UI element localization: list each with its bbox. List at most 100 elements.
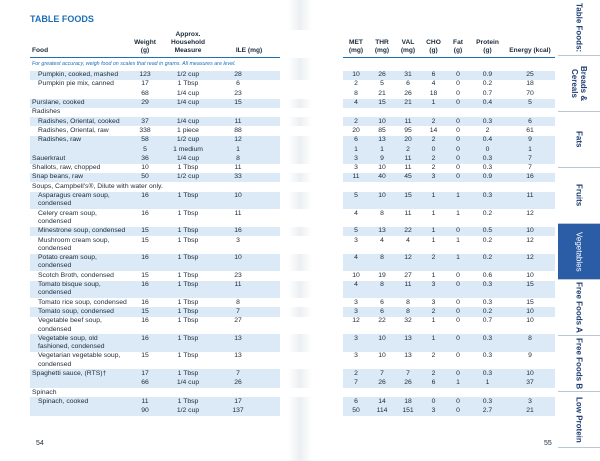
cell: 0.3: [470, 369, 505, 379]
table-row: Radishes, Oriental, cooked 37 1/4 cup 11 2 10…: [30, 117, 555, 127]
cell: 0.2: [482, 80, 493, 88]
note-row: For greatest accuracy, weigh food on sca…: [30, 58, 555, 71]
table-row: Radishes, Oriental, raw 338 1 piece 88 20 85 9…: [30, 126, 555, 136]
cell: 85: [378, 126, 386, 134]
cell: 0.2: [470, 307, 505, 317]
cell: 16: [132, 191, 158, 210]
cell: 23: [234, 89, 242, 97]
cell: 0: [421, 145, 446, 155]
food-name: Minestrone soup, condensed: [30, 226, 132, 237]
food-name: Vegetarian vegetable soup, condensed: [38, 352, 121, 368]
table-row: 66 1/4 cup 26 7 26 26 6 1 1 37: [30, 378, 555, 389]
cell: 0: [446, 70, 470, 80]
cell: 26: [395, 378, 421, 389]
gutter-cell: [280, 136, 343, 145]
cell: 1: [431, 236, 436, 244]
cell: 3: [354, 298, 358, 306]
cell: 3: [354, 236, 358, 244]
cell: 14: [369, 397, 395, 407]
table-row: Tomato soup, condensed 15 1 Tbsp 7 3 6 8 2 0 0.2 1…: [30, 307, 555, 317]
cell: 1: [505, 145, 555, 155]
cell: 15: [132, 307, 158, 317]
table-row: Radishes: [30, 107, 555, 118]
gutter-cell: [280, 192, 343, 210]
cell: 26: [369, 70, 395, 80]
cell: 0: [446, 406, 470, 416]
cell: 66: [132, 378, 158, 389]
cell: 0: [470, 145, 505, 155]
tab: Low Protein: [558, 392, 600, 448]
cell: 12: [352, 317, 360, 325]
cell: 21: [378, 89, 386, 97]
cell: 9: [369, 154, 395, 164]
cell: 37: [132, 117, 158, 127]
cell: 50: [132, 172, 158, 183]
cell: 4: [343, 280, 369, 299]
cell: 3: [343, 154, 369, 164]
cell: 3: [421, 280, 446, 299]
cell: 13: [218, 334, 280, 352]
group-header: Radishes: [32, 108, 61, 116]
cell: 11: [395, 154, 421, 164]
cell: 7: [505, 154, 555, 164]
gutter-cell: [280, 407, 343, 416]
cell: 0: [446, 226, 470, 237]
cell: 0.3: [470, 397, 505, 407]
tab: Breads & Cereals: [558, 56, 600, 112]
food-name: Radishes, Oriental, raw: [38, 126, 109, 134]
gutter-cell: [280, 173, 343, 182]
cell: 0: [456, 89, 460, 97]
cell: 0: [456, 164, 460, 172]
cell: 15: [141, 271, 149, 279]
cell: 0.3: [482, 298, 493, 306]
cell: 10: [526, 317, 534, 325]
cell: 1/2 cup: [158, 406, 218, 416]
header-row: Food Weight (g) Approx. Household Measure I…: [30, 30, 555, 59]
cell: 2: [421, 135, 446, 146]
cell: 1: [456, 236, 460, 244]
cell: 0: [456, 298, 460, 306]
cell: 1: [446, 253, 470, 272]
cell: 10: [352, 271, 360, 279]
food-name: Sauerkraut: [30, 154, 132, 164]
page-number: 54: [36, 440, 44, 447]
cell: 3: [343, 307, 369, 317]
cell: 1 Tbsp: [158, 191, 218, 210]
gutter-cell: [280, 79, 343, 90]
table-row: Spinach, cooked 11 1 Tbsp 17 6 14 18 0 0 0.3 3: [30, 397, 555, 407]
food-name: Asparagus cream soup, condensed: [30, 191, 132, 210]
cell: 90: [132, 406, 158, 416]
cell: 16: [218, 226, 280, 237]
cell: 68: [141, 89, 149, 97]
cell: 0: [446, 172, 470, 183]
cell: 16: [505, 172, 555, 183]
cell: 20: [395, 135, 421, 146]
table-row: Spinach: [30, 388, 555, 398]
cell: 15: [132, 226, 158, 237]
food-name: Tomato rice soup, condensed: [38, 298, 127, 306]
gutter-cell: [280, 254, 343, 272]
cell: 1: [369, 145, 395, 155]
cell: 9: [505, 135, 555, 146]
page-number: 55: [544, 440, 552, 447]
column-header: Food: [30, 30, 132, 59]
cell: 6: [369, 307, 395, 317]
food-name: Snap beans, raw: [30, 172, 132, 183]
cell: 9: [528, 352, 532, 360]
cell: 0: [446, 369, 470, 379]
cell: 3: [431, 298, 436, 306]
cell: 15: [218, 98, 280, 108]
cell: 1/4 cup: [158, 154, 218, 164]
cell: 5: [343, 226, 369, 237]
cell: 2: [354, 80, 358, 88]
cell: 70: [526, 89, 534, 97]
cell: 1: [218, 145, 280, 155]
cell: 1: [446, 378, 470, 389]
section-tabs: Table Foods: Breads & Cereals Fats Fruits Ve…: [558, 0, 600, 448]
cell: 0.3: [470, 334, 505, 352]
table-row: Minestrone soup, condensed 15 1 Tbsp 16 5 13 2…: [30, 226, 555, 237]
cell: 1: [431, 271, 436, 279]
cell: 32: [404, 317, 412, 325]
cell: 0: [446, 154, 470, 164]
